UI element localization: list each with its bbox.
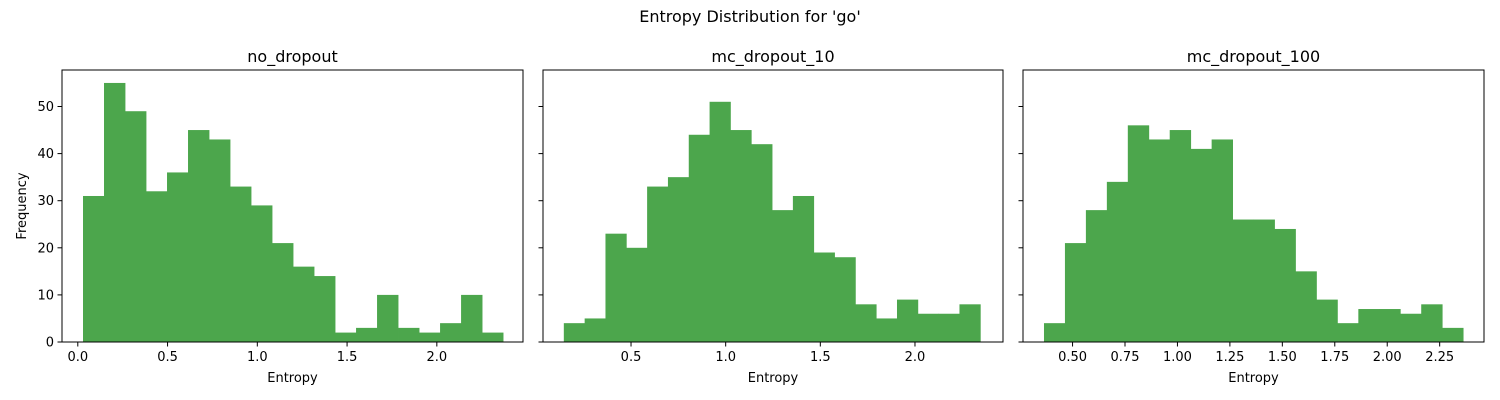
histogram-bar xyxy=(1379,309,1401,342)
histogram-bar xyxy=(1316,299,1338,342)
x-tick-label: 1.00 xyxy=(1163,350,1192,365)
histogram-bar xyxy=(230,186,252,342)
y-axis-label: Frequency xyxy=(15,172,30,239)
subplot-2: 0.5 1.0 1.5 2.0 mc_dropout_10 Entropy xyxy=(538,47,1004,386)
histogram-bar xyxy=(1169,130,1192,342)
x-tick-label: 2.25 xyxy=(1425,350,1454,365)
histogram-bar xyxy=(1358,309,1380,342)
x-axis-label: Entropy xyxy=(1228,371,1279,386)
x-tick-label: 1.0 xyxy=(715,350,736,365)
histogram-bar xyxy=(876,318,898,342)
x-tick-label: 1.50 xyxy=(1268,350,1297,365)
histogram-bar xyxy=(251,205,273,342)
x-tick-label: 0.75 xyxy=(1111,350,1140,365)
histogram-bar xyxy=(104,82,126,342)
x-tick-label: 0.50 xyxy=(1058,350,1087,365)
figure-suptitle: Entropy Distribution for 'go' xyxy=(639,7,861,26)
histogram-bar xyxy=(461,294,483,342)
histogram-bar xyxy=(1400,313,1422,342)
histogram-bar xyxy=(751,144,773,342)
x-axis-label: Entropy xyxy=(267,371,318,386)
histogram-bar xyxy=(626,247,648,342)
y-tick-label: 50 xyxy=(37,100,54,115)
x-tick-label: 1.5 xyxy=(337,350,358,365)
histogram-bar xyxy=(1253,219,1275,342)
axes-frame xyxy=(542,69,1004,343)
histogram-bar xyxy=(377,294,399,342)
histogram-bar xyxy=(1274,228,1296,342)
histogram-bar xyxy=(605,233,627,342)
subplot-title: mc_dropout_100 xyxy=(1187,47,1320,67)
histogram-bar xyxy=(1442,327,1464,342)
x-tick-label: 1.0 xyxy=(247,350,268,365)
y-tick-label: 0 xyxy=(46,336,54,351)
histogram-bar xyxy=(813,252,835,342)
x-tick-label: 1.75 xyxy=(1320,350,1349,365)
histogram-bar xyxy=(792,195,815,342)
histogram-bar xyxy=(440,323,462,342)
x-tick-label: 1.5 xyxy=(810,350,831,365)
histogram-bar xyxy=(917,313,940,342)
histogram-bar xyxy=(293,266,315,342)
histogram-bar xyxy=(667,177,690,342)
histogram-bar xyxy=(772,210,794,342)
histogram-bar xyxy=(647,186,669,342)
histogram-bar xyxy=(209,139,231,342)
histogram-bar xyxy=(1127,125,1150,342)
histogram-bar xyxy=(688,134,710,342)
y-tick-label: 20 xyxy=(37,241,54,256)
x-tick-label: 2.0 xyxy=(426,350,447,365)
histogram-bar xyxy=(896,299,919,342)
subplot-1: 0.0 0.5 1.0 1.5 2.0 0 10 20 30 40 50 no_dropout Entr… xyxy=(15,47,524,386)
histogram-bar xyxy=(1421,304,1443,342)
histogram-bar xyxy=(730,130,752,342)
histogram-bar xyxy=(584,318,606,342)
histogram-bar xyxy=(1337,323,1359,342)
axes-frame xyxy=(61,69,524,343)
x-tick-label: 0.5 xyxy=(157,350,178,365)
histogram-bar xyxy=(834,257,856,342)
histogram-bar xyxy=(482,332,504,342)
histogram-bar xyxy=(855,304,877,342)
histogram-bar xyxy=(1232,219,1254,342)
histogram-bar xyxy=(563,323,586,342)
y-tick-label: 10 xyxy=(37,288,54,303)
histogram-bar xyxy=(419,332,441,342)
x-tick-label: 0.5 xyxy=(621,350,642,365)
histogram-bar xyxy=(1064,243,1087,342)
subplot-title: mc_dropout_10 xyxy=(711,47,834,67)
y-tick-label: 30 xyxy=(37,194,54,209)
subplots: 0.0 0.5 1.0 1.5 2.001020304050no_dropoutEntr… xyxy=(15,47,1485,386)
histogram-bar xyxy=(83,195,105,342)
x-axis-label: Entropy xyxy=(748,371,799,386)
histogram-bar xyxy=(1043,323,1066,342)
histogram-bar xyxy=(1106,181,1129,342)
histogram-bar xyxy=(314,276,336,342)
histogram-bar xyxy=(1190,148,1213,342)
histogram-bar xyxy=(1085,210,1108,342)
histogram-bar xyxy=(167,172,189,342)
axes-frame xyxy=(1022,69,1485,343)
histogram-bar xyxy=(1148,139,1171,342)
histogram-bar xyxy=(398,327,420,342)
histogram-bar xyxy=(335,332,357,342)
histogram-bar xyxy=(1211,139,1233,342)
histogram-bar xyxy=(959,304,981,342)
histogram-bar xyxy=(146,191,168,342)
histogram-bar xyxy=(125,111,147,343)
histogram-bar xyxy=(272,243,294,342)
histogram-bar xyxy=(1295,271,1317,342)
x-tick-label: 0.0 xyxy=(67,350,88,365)
histogram-bar xyxy=(188,130,210,342)
subplot-title: no_dropout xyxy=(247,47,337,67)
x-tick-label: 2.0 xyxy=(905,350,926,365)
y-tick-label: 40 xyxy=(37,147,54,162)
x-tick-label: 1.25 xyxy=(1215,350,1244,365)
subplot-3: 0.50 0.75 1.00 1.25 1.50 1.75 2.00 2.25 mc_dropo… xyxy=(1018,47,1485,386)
histogram-bar xyxy=(938,313,960,342)
histogram-bar xyxy=(356,327,378,342)
histogram-bar xyxy=(709,101,731,342)
x-tick-label: 2.00 xyxy=(1373,350,1402,365)
